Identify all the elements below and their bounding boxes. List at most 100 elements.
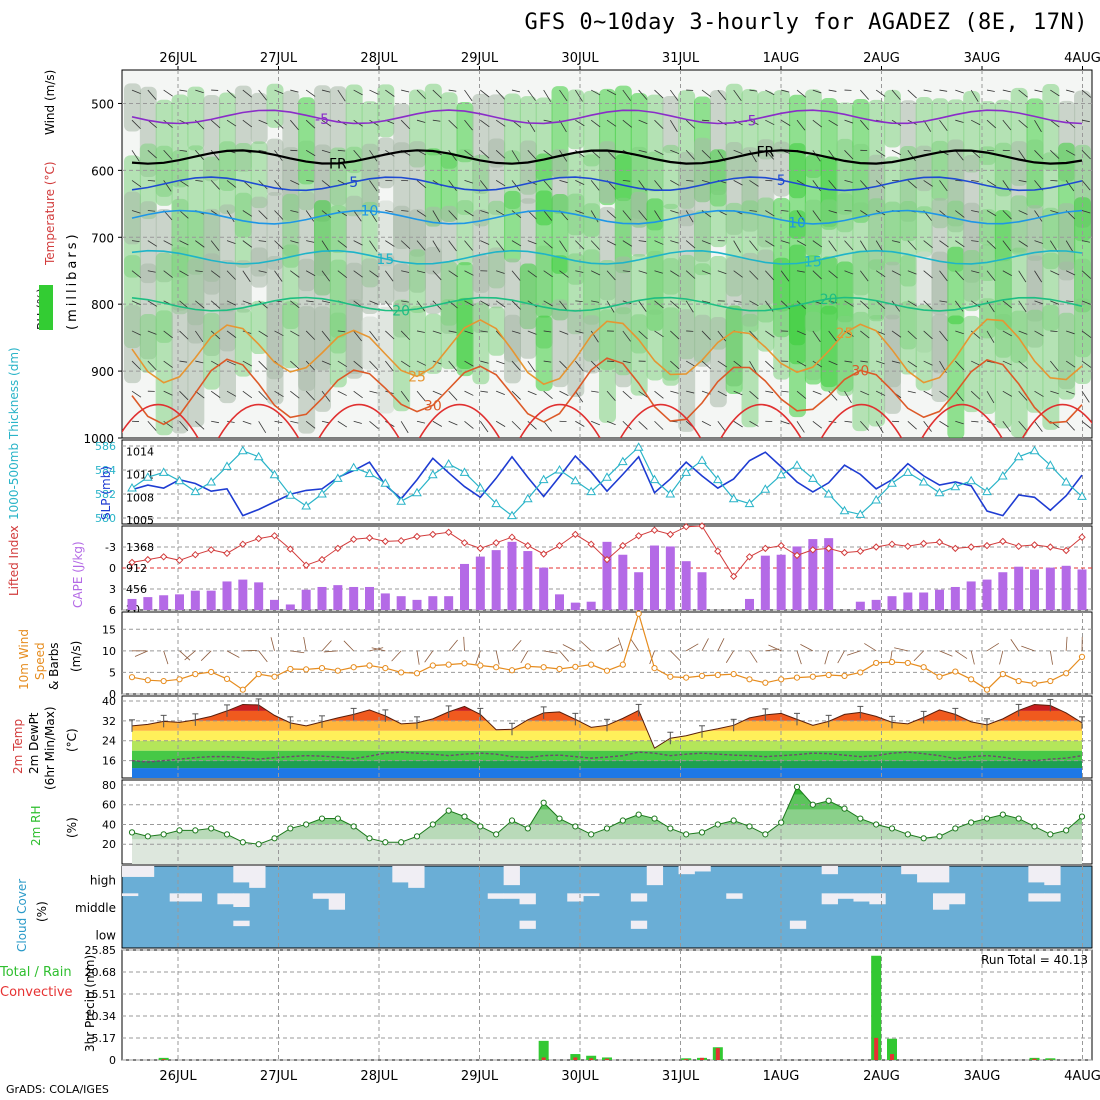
rh-tick-label: 60 [102, 799, 116, 812]
precip-total-bar [1045, 1058, 1056, 1060]
temp-tick-label: 32 [102, 715, 116, 728]
wind-barb [226, 89, 237, 99]
wind-barb [939, 390, 949, 398]
wind-barb [622, 89, 631, 101]
wind-barb [416, 420, 426, 424]
top-date-label: 1AUG [763, 51, 800, 66]
wind-barb [290, 390, 300, 399]
wind-barb [226, 210, 235, 223]
wind-barb [907, 180, 917, 189]
wind-barb [923, 240, 933, 249]
wind-barb [781, 210, 789, 212]
wind-barb [939, 300, 948, 303]
wind10-point [398, 669, 405, 676]
wind10-barb [800, 644, 814, 652]
wind-barb [1066, 330, 1075, 335]
wind-barb [321, 89, 331, 93]
wind-barb [575, 360, 584, 372]
wind-barb [464, 360, 474, 367]
wind-barb [907, 360, 918, 368]
wind-barb [717, 270, 727, 275]
rh-point [366, 835, 373, 842]
wind-barb [242, 270, 251, 282]
wind-barb [670, 390, 679, 394]
wind-barb [353, 210, 362, 222]
wind-barb [781, 390, 789, 393]
wind-barb [923, 270, 933, 279]
wind-barb [290, 270, 300, 278]
wind-barb [210, 240, 220, 252]
wind10-point [366, 662, 373, 669]
cape-bar [903, 592, 913, 610]
precip-convective-bar [890, 1054, 894, 1060]
wind-barb [400, 421, 409, 434]
thickness-point [855, 509, 866, 518]
wind-barb [131, 89, 141, 94]
lifted-index-point [1078, 533, 1086, 541]
wind-barb [480, 210, 489, 214]
wind-barb [1066, 89, 1075, 93]
wind-barb [242, 390, 253, 399]
wind-barb [321, 360, 331, 365]
top-date-label: 29JUL [461, 51, 499, 66]
isotherm-label: 10 [361, 204, 379, 220]
wind-barb [131, 150, 140, 162]
cape-bar [333, 585, 343, 610]
cloud-cell [328, 893, 346, 910]
precip-tick-label: 10.34 [85, 1010, 117, 1023]
wind-barb [701, 330, 711, 341]
wind-barb [749, 300, 759, 307]
wind-barb [638, 89, 648, 100]
thickness-point [839, 505, 850, 515]
wind-barb [495, 300, 506, 308]
temp-tick-label: 16 [102, 755, 116, 768]
temp-unit: (°C) [65, 728, 79, 752]
wind10-point [144, 677, 151, 684]
wind-barb [432, 270, 442, 281]
wind-barb [575, 119, 585, 127]
cape-label: CAPE (J/kg) [71, 541, 85, 608]
lifted-index-point [175, 556, 184, 565]
wind-barb [891, 300, 901, 312]
wind-barb [590, 360, 601, 370]
wind-barb [496, 270, 505, 274]
wind-barb [337, 330, 346, 333]
wind-barb [970, 360, 981, 366]
cloud-cell [630, 893, 648, 902]
rh-shade-cell [519, 140, 537, 204]
rh-shade-cell [931, 314, 949, 402]
rh-point [873, 821, 880, 828]
wind-barb [622, 330, 631, 342]
wind-barb [1018, 89, 1028, 98]
wind-barb [986, 390, 995, 404]
precip-total-bar [570, 1054, 581, 1060]
wind10-point [208, 668, 215, 676]
rh-point [920, 835, 927, 842]
wind10-point [667, 673, 674, 680]
isotherm-label: -5 [743, 113, 757, 129]
rh-shade-cell [899, 301, 917, 350]
rh-point [208, 825, 215, 832]
wind-barb [258, 119, 268, 125]
wind-barb [163, 420, 173, 428]
wind10-barb [725, 650, 735, 663]
wind-barb [258, 421, 267, 434]
cape-bar [285, 604, 295, 610]
wind-barb [147, 149, 157, 159]
wind-barb [226, 240, 236, 244]
wind-barb [195, 300, 205, 309]
wind10-barb [321, 640, 332, 652]
wind-barb [860, 330, 870, 339]
wind-barb [337, 270, 348, 278]
wind-tick-label: 10 [102, 645, 116, 658]
rh-point [477, 823, 484, 830]
slp-tick-label: 1005 [126, 514, 154, 527]
wind-barb [305, 420, 316, 429]
wind-barb [147, 180, 156, 182]
wind10-point [303, 666, 310, 673]
wind-barb [939, 270, 948, 282]
thickness-point [475, 482, 486, 492]
rh-point [382, 839, 389, 846]
thickness-label: 1000-500mb Thickness (dm) [7, 347, 21, 520]
wind-barb [290, 300, 300, 309]
